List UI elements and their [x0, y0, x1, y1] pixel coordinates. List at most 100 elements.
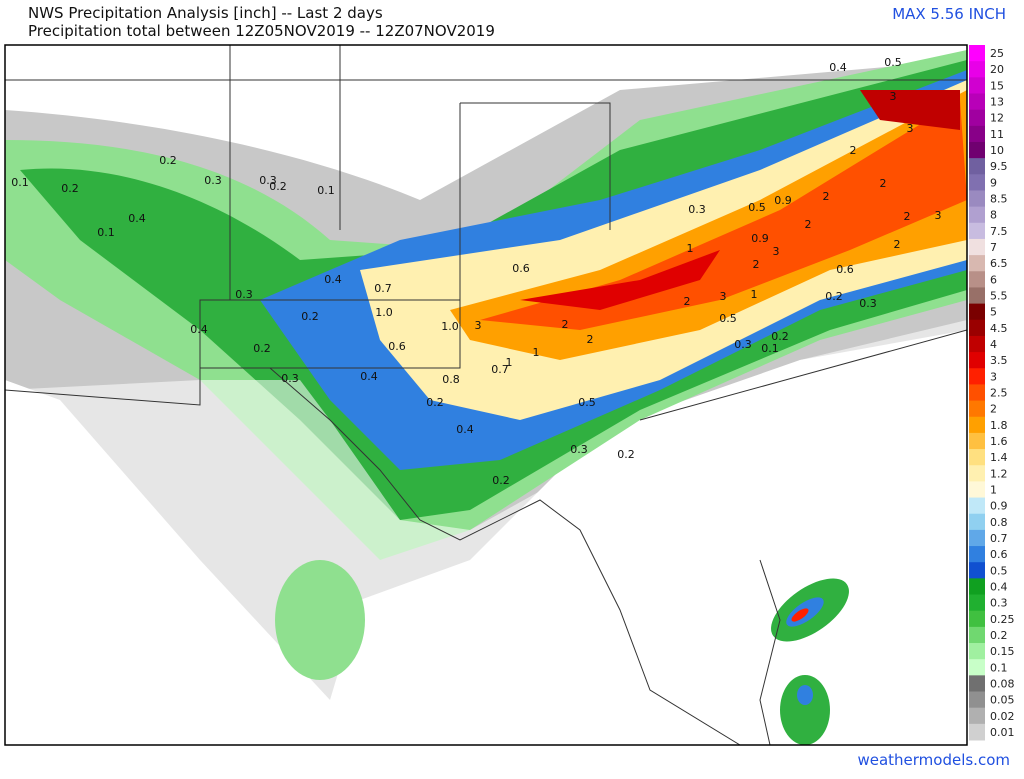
map-frame: [4, 44, 968, 746]
contour-label: 0.4: [360, 370, 378, 383]
legend-swatch: [969, 287, 985, 305]
legend-swatch: [969, 368, 985, 385]
contour-label: 2: [904, 210, 911, 223]
legend-label: 0.3: [990, 597, 1008, 610]
contour-label: 0.7: [374, 282, 392, 295]
legend-swatch: [969, 255, 985, 272]
contour-label: 3: [935, 209, 942, 222]
contour-label: 0.2: [269, 180, 287, 193]
max-label: MAX 5.56 INCH: [892, 5, 1006, 23]
contour-label: 0.4: [190, 323, 208, 336]
legend-swatch: [969, 562, 985, 579]
contour-label: 2: [880, 177, 887, 190]
contour-label: 1: [533, 346, 540, 359]
contour-label: 0.6: [512, 262, 530, 275]
legend-label: 1: [990, 483, 997, 496]
legend-swatch: [969, 707, 985, 725]
contour-label: 0.3: [688, 203, 706, 216]
legend-swatch: [969, 77, 985, 94]
contour-label: 0.9: [751, 232, 769, 245]
legend-swatch: [969, 158, 985, 175]
contour-label: 0.2: [159, 154, 177, 167]
contour-label: 0.5: [884, 56, 902, 69]
legend-swatch: [969, 578, 985, 596]
legend-swatch: [969, 222, 985, 240]
legend-swatch: [969, 675, 985, 693]
legend-swatch: [969, 174, 985, 191]
contour-label: 2: [562, 318, 569, 331]
legend-swatch: [969, 610, 985, 628]
contour-label: 3: [907, 122, 914, 135]
contour-label: 1: [687, 242, 694, 255]
legend-label: 6.5: [990, 257, 1008, 270]
legend-label: 0.9: [990, 500, 1008, 513]
contour-label: 2: [805, 218, 812, 231]
legend-label: 9: [990, 176, 997, 189]
contour-label: 0.4: [324, 273, 342, 286]
legend-label: 0.7: [990, 532, 1008, 545]
contour-label: 3: [890, 90, 897, 103]
contour-label: 1.0: [441, 320, 459, 333]
contour-label: 0.2: [492, 474, 510, 487]
legend-label: 1.2: [990, 467, 1008, 480]
legend-label: 0.02: [990, 710, 1015, 723]
legend-label: 0.4: [990, 580, 1008, 593]
legend-label: 0.25: [990, 613, 1015, 626]
legend-swatch: [969, 206, 985, 224]
contour-label: 2: [753, 258, 760, 271]
legend-label: 1.8: [990, 419, 1008, 432]
legend-label: 13: [990, 96, 1004, 109]
contour-label: 0.7: [491, 363, 509, 376]
legend-label: 10: [990, 144, 1004, 157]
contour-labels: 0.1 0.20.20.40.10.3 0.30.2 0.10.30.40.20.20…: [11, 56, 941, 487]
legend-swatch: [969, 594, 985, 612]
contour-label: 2: [850, 144, 857, 157]
legend-swatch: [969, 109, 985, 127]
contour-label: 0.2: [61, 182, 79, 195]
legend-swatch: [969, 335, 985, 353]
legend-label: 7.5: [990, 225, 1008, 238]
legend-swatch: [969, 93, 985, 111]
contour-label: 0.2: [617, 448, 635, 461]
legend-label: 9.5: [990, 160, 1008, 173]
legend-swatch: [969, 271, 985, 288]
contour-label: 0.2: [253, 342, 271, 355]
contour-label: 0.3: [734, 338, 752, 351]
contour-label: 2: [587, 333, 594, 346]
legend-swatch: [969, 303, 985, 321]
contour-label: 0.5: [748, 201, 766, 214]
legend-swatch: [969, 465, 985, 482]
legend-swatch: [969, 449, 985, 466]
legend-swatch: [969, 723, 985, 741]
legend-label: 5: [990, 306, 997, 319]
contour-label: 0.9: [774, 194, 792, 207]
contour-label: 2: [823, 190, 830, 203]
legend-swatch: [969, 626, 985, 644]
legend-swatch: [969, 45, 985, 62]
legend-swatch: [969, 352, 985, 369]
legend-swatch: [969, 61, 985, 78]
legend-label: 20: [990, 63, 1004, 76]
legend-label: 0.5: [990, 564, 1008, 577]
legend-label: 4: [990, 338, 997, 351]
contour-label: 1: [506, 356, 513, 369]
legend-label: 3: [990, 370, 997, 383]
legend-label: 0.15: [990, 645, 1015, 658]
legend-swatch: [969, 319, 985, 337]
legend-swatch: [969, 691, 985, 709]
contour-label: 0.1: [317, 184, 335, 197]
legend-swatch: [969, 643, 985, 660]
legend-label: 12: [990, 112, 1004, 125]
legend-label: 1.6: [990, 435, 1008, 448]
legend-label: 0.1: [990, 661, 1008, 674]
contour-label: 3: [475, 319, 482, 332]
contour-label: 0.8: [442, 373, 460, 386]
legend-swatch: [969, 141, 985, 159]
contour-label: 0.3: [281, 372, 299, 385]
contour-label: 0.5: [719, 312, 737, 325]
legend-swatch: [969, 432, 985, 450]
legend-swatch: [969, 513, 985, 531]
contour-label: 0.5: [578, 396, 596, 409]
contour-label: 0.6: [836, 263, 854, 276]
